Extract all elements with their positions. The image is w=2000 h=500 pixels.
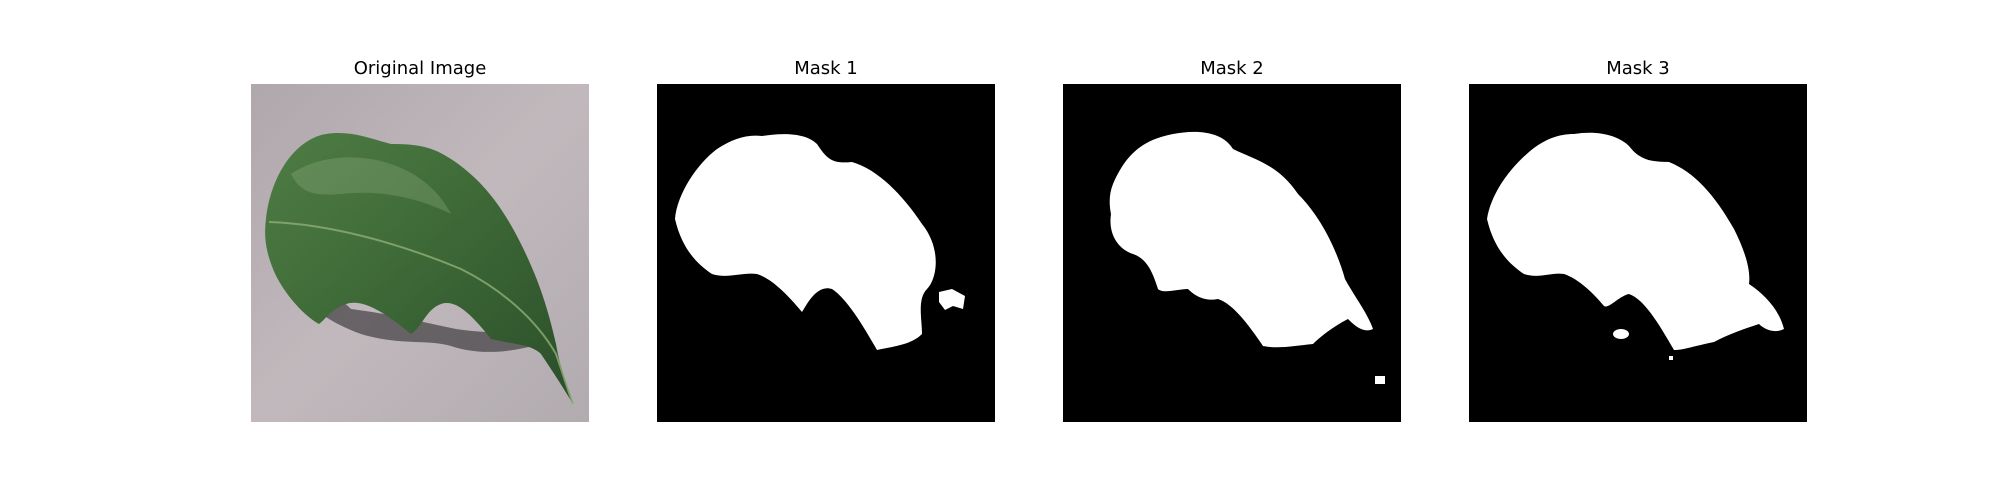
leaf-shadow (271, 234, 551, 352)
leaf-midrib (268, 221, 574, 405)
mask-3-image (1469, 84, 1807, 422)
mask-1-image (657, 84, 995, 422)
mask-region (1487, 132, 1784, 350)
panel-mask-3: Mask 3 (1469, 0, 1807, 500)
mask-region (1109, 131, 1373, 348)
leaf-highlight (291, 157, 451, 214)
leaf-blade (265, 133, 573, 404)
mask-2-image (1063, 84, 1401, 422)
panel-title: Original Image (353, 58, 487, 79)
mask-region (675, 134, 936, 350)
panel-mask-2: Mask 2 (1063, 0, 1401, 500)
mask-speck (1669, 356, 1673, 360)
original-leaf-photo (251, 84, 589, 422)
panel-title: Mask 3 (1606, 58, 1670, 79)
panel-mask-1: Mask 1 (657, 0, 995, 500)
panel-original: Original Image (251, 0, 589, 500)
mask-speck (1375, 376, 1385, 384)
panel-title: Mask 1 (794, 58, 858, 79)
mask-fragment (1613, 329, 1629, 339)
panel-title: Mask 2 (1200, 58, 1264, 79)
mask-fragment (939, 289, 965, 310)
